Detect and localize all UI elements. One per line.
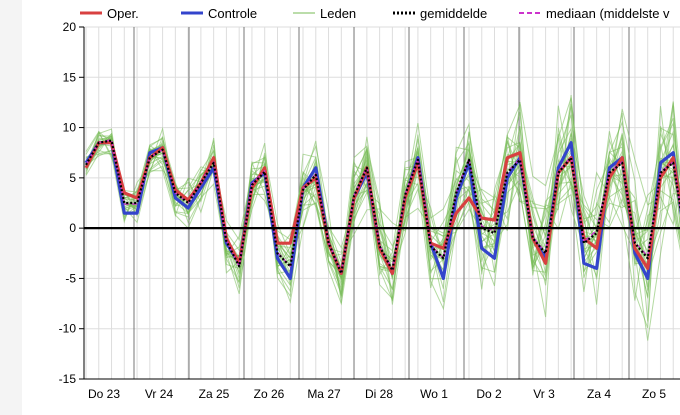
y-tick-label: -5 [65,271,76,285]
x-tick-label: Za 4 [587,387,611,401]
member-line [85,95,680,306]
member-line [85,97,680,329]
x-tick-label: Wo 1 [420,387,448,401]
y-tick-label: 10 [63,121,77,135]
ensemble-temperature-chart: 20 15 10 5 0 -5 -10 -15 Do 23 Vr 24 Za 25 Zo 26 Ma 2… [59,6,680,401]
member-line [85,105,680,341]
legend: Oper. Controle Leden gemiddelde mediaan (mid… [80,6,670,21]
legend-label: gemiddelde [420,6,487,21]
x-tick-label: Ma 27 [307,387,341,401]
y-tick-label: 15 [63,70,77,84]
legend-label: Controle [208,6,257,21]
plot-panel: 20 15 10 5 0 -5 -10 -15 Do 23 Vr 24 Za 25 Zo 26 Ma 2… [22,0,680,415]
main-series [84,138,680,280]
x-tick-label: Zo 26 [254,387,285,401]
y-tick-label: 5 [69,171,76,185]
x-tick-label: Zo 5 [642,387,666,401]
x-tick-label: Za 25 [199,387,230,401]
axes: 20 15 10 5 0 -5 -10 -15 Do 23 Vr 24 Za 25 Zo 26 Ma 2… [59,20,680,401]
legend-label: mediaan (middelste v [546,6,670,21]
series-line [85,139,680,275]
y-tick-label: 20 [63,20,77,34]
member-line [85,108,680,304]
member-line [85,106,680,318]
legend-label: Leden [320,6,356,21]
y-tick-label: 0 [69,221,76,235]
grid [84,26,680,380]
x-tick-label: Do 23 [88,387,120,401]
x-tick-label: Vr 3 [533,387,555,401]
y-tick-label: -15 [59,372,77,386]
x-tick-label: Vr 24 [145,387,174,401]
x-tick-label: Do 2 [476,387,502,401]
legend-label: Oper. [107,6,139,21]
x-tick-label: Di 28 [365,387,393,401]
y-tick-label: -10 [59,322,77,336]
